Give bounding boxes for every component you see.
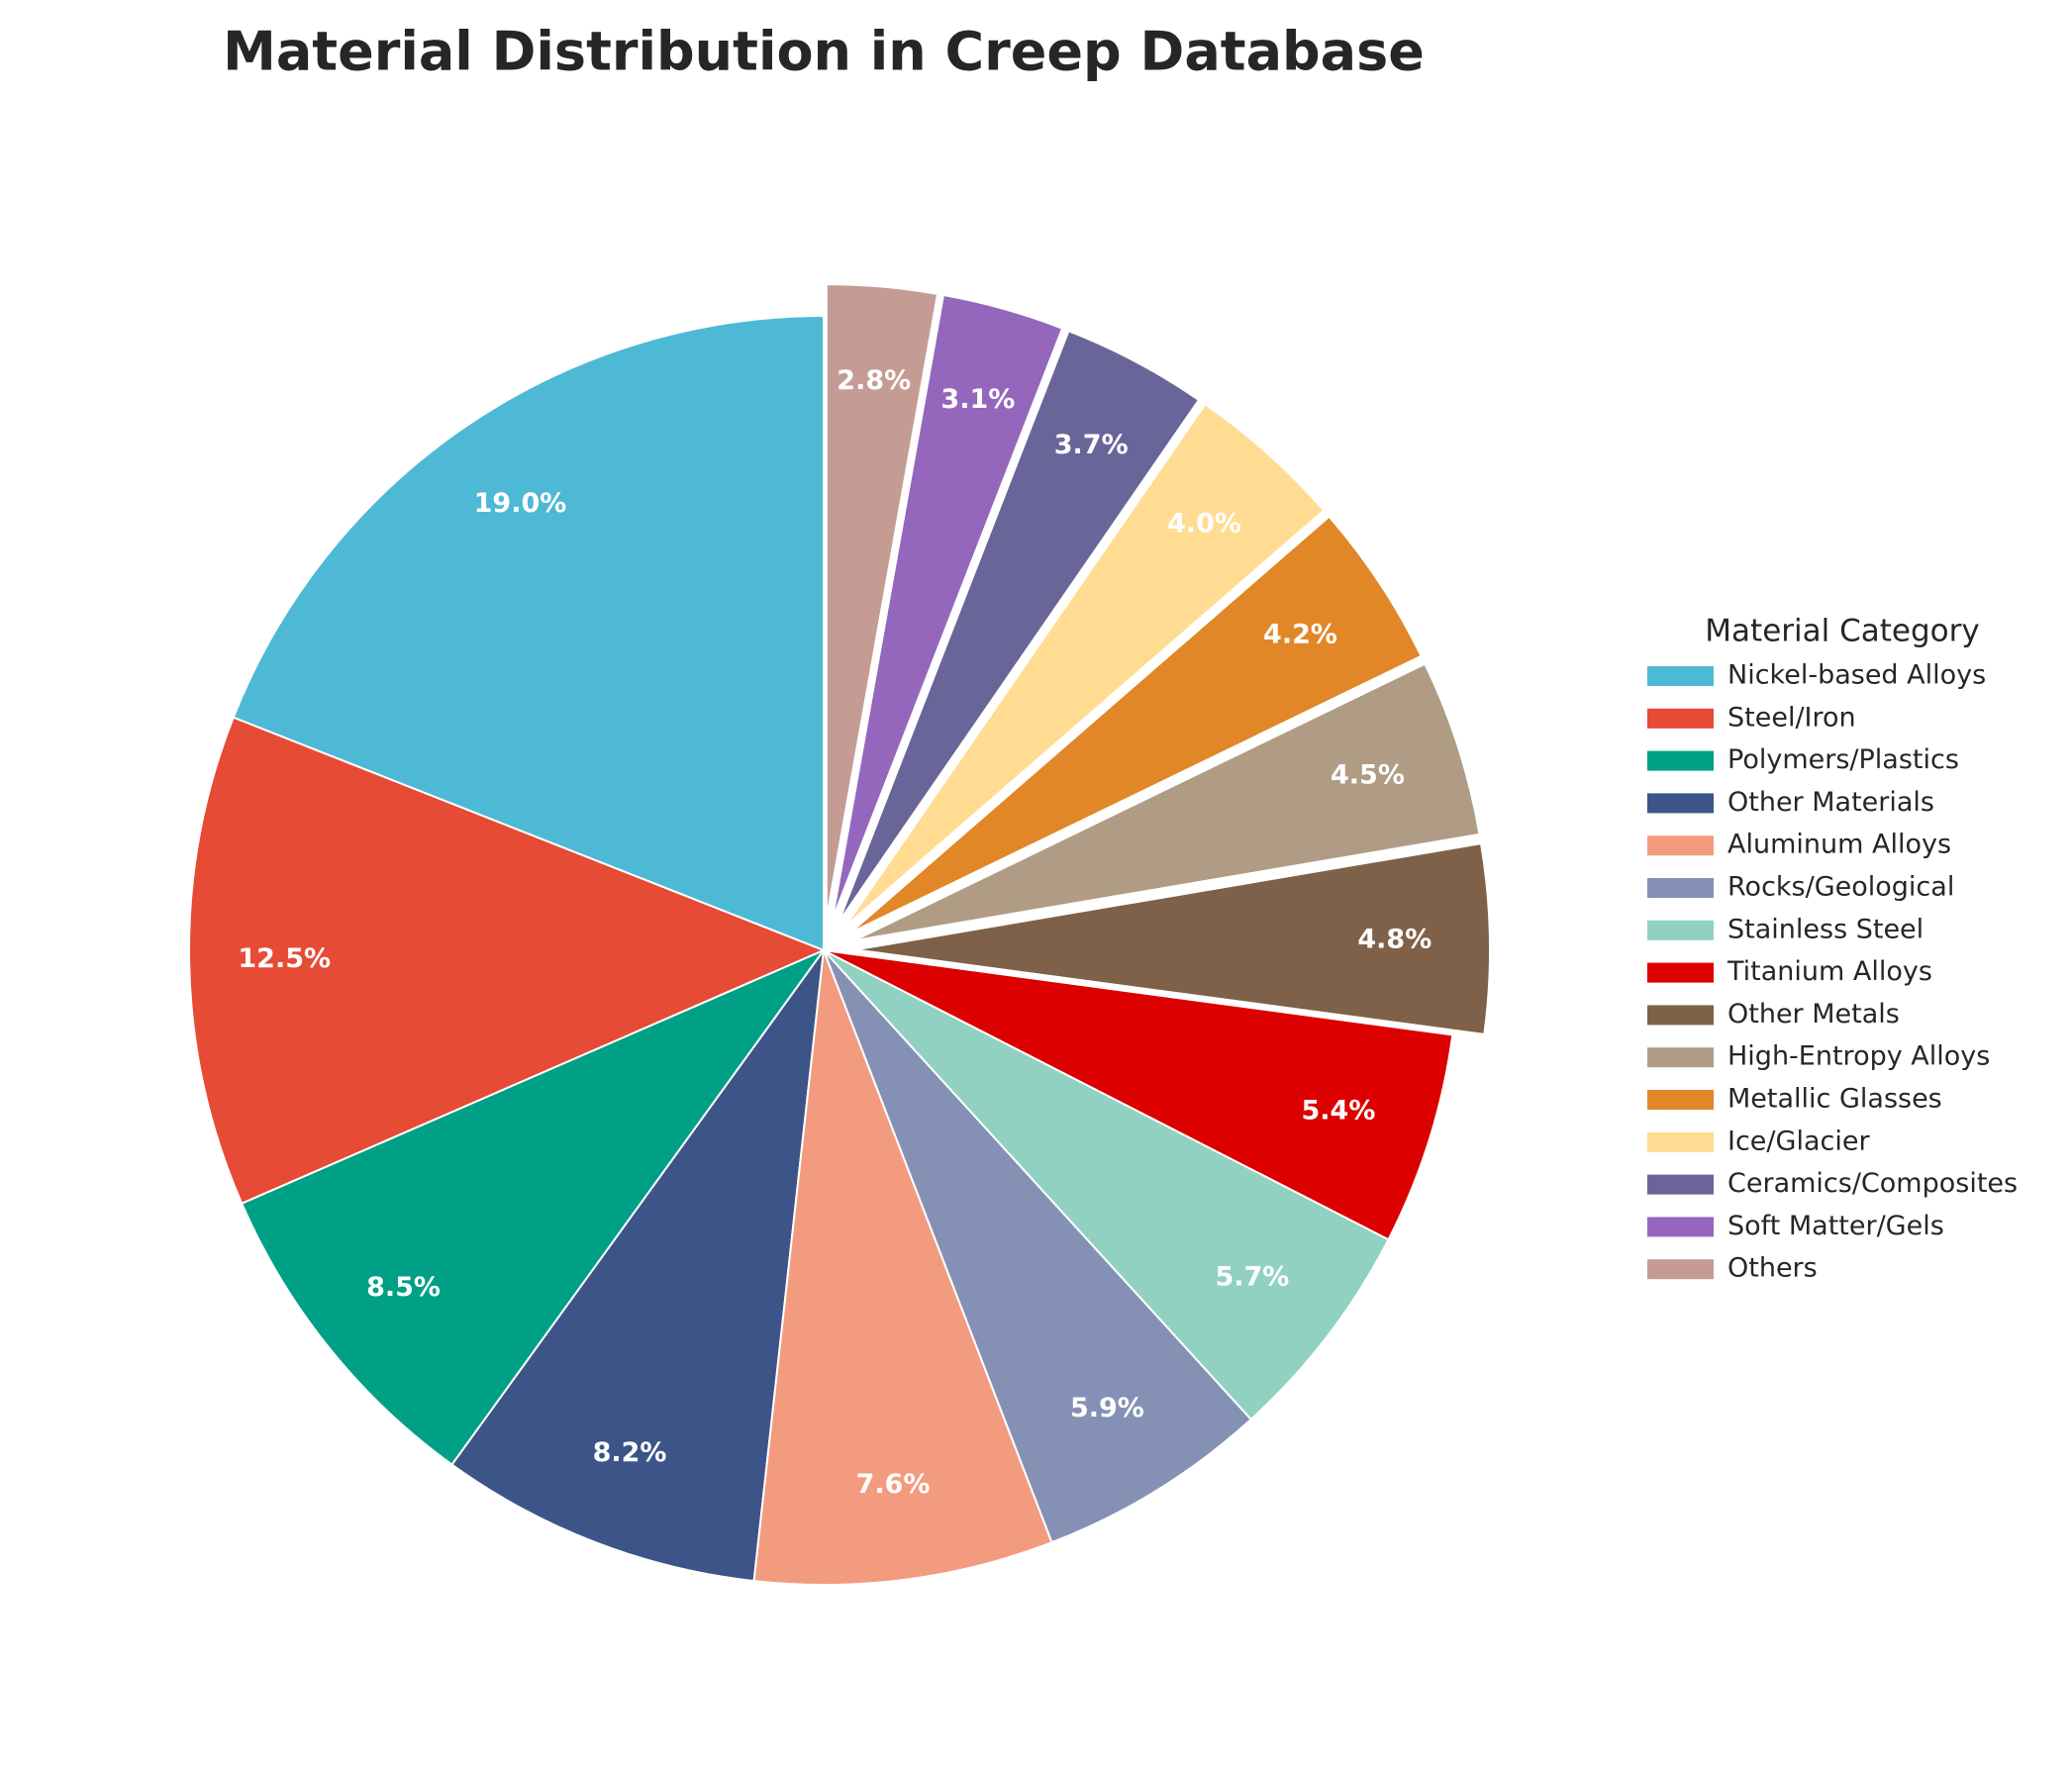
legend-label: Other Materials xyxy=(1727,787,1934,818)
pie-slice xyxy=(752,949,1053,1586)
slice-label: 5.7% xyxy=(1215,1261,1289,1292)
slice-label: 8.5% xyxy=(366,1272,441,1303)
legend-label: Aluminum Alloys xyxy=(1727,830,1951,860)
legend-label: Titanium Alloys xyxy=(1727,956,1932,987)
pie-slice xyxy=(843,403,1326,928)
legend-label: Polymers/Plastics xyxy=(1727,744,1959,775)
legend-swatch xyxy=(1647,1131,1714,1152)
slice-label: 4.8% xyxy=(1357,925,1431,955)
slice-label: 8.2% xyxy=(593,1437,667,1468)
pie-slice xyxy=(450,946,826,1583)
slice-label: 5.4% xyxy=(1302,1095,1376,1126)
pie-slice xyxy=(854,841,1491,1035)
legend-label: Metallic Glasses xyxy=(1727,1084,1942,1115)
slice-label: 7.6% xyxy=(856,1469,931,1500)
legend-swatch xyxy=(1647,708,1714,729)
legend-label: Rocks/Geological xyxy=(1727,872,1954,903)
slice-label: 3.1% xyxy=(940,384,1015,415)
pie-slice xyxy=(823,949,1253,1544)
slice-label: 5.9% xyxy=(1070,1393,1144,1423)
slice-label: 3.7% xyxy=(1054,430,1129,460)
legend-title: Material Category xyxy=(1705,614,1979,649)
legend-swatch xyxy=(1647,750,1714,771)
pie-slice xyxy=(849,515,1423,934)
legend-swatch xyxy=(1647,878,1714,898)
slice-label: 4.0% xyxy=(1167,508,1241,539)
legend-swatch xyxy=(1647,835,1714,856)
pie-slice xyxy=(823,949,1390,1422)
legend-label: Ceramics/Composites xyxy=(1727,1168,2018,1199)
legend-label: Stainless Steel xyxy=(1727,914,1924,944)
pie-slice xyxy=(853,662,1481,942)
pie-slice xyxy=(825,283,939,920)
legend-label: High-Entropy Alloys xyxy=(1727,1041,1990,1072)
slice-label: 12.5% xyxy=(238,943,331,974)
pie-slice xyxy=(188,716,827,1206)
legend-label: Soft Matter/Gels xyxy=(1727,1211,1944,1241)
legend-swatch xyxy=(1647,666,1714,686)
pie-slice xyxy=(838,330,1201,924)
pie-slice xyxy=(831,293,1064,921)
legend-swatch xyxy=(1647,1174,1714,1195)
pie-slice xyxy=(240,947,827,1466)
slice-label: 4.5% xyxy=(1331,760,1405,791)
legend-swatch xyxy=(1647,1259,1714,1280)
legend-label: Others xyxy=(1727,1253,1818,1284)
slice-label: 4.2% xyxy=(1263,620,1337,650)
legend-swatch xyxy=(1647,1090,1714,1110)
legend-swatch xyxy=(1647,1047,1714,1068)
legend-swatch xyxy=(1647,962,1714,983)
legend-swatch xyxy=(1647,1217,1714,1237)
legend-swatch xyxy=(1647,793,1714,814)
legend-label: Ice/Glacier xyxy=(1727,1126,1870,1156)
slice-label: 2.8% xyxy=(837,365,911,396)
legend-label: Steel/Iron xyxy=(1727,702,1856,733)
pie-slice xyxy=(232,314,825,952)
pie-slice xyxy=(823,949,1454,1241)
legend-swatch xyxy=(1647,920,1714,940)
legend-swatch xyxy=(1647,1005,1714,1026)
chart-title: Material Distribution in Creep Database xyxy=(223,21,1425,83)
slice-label: 19.0% xyxy=(474,488,567,519)
legend-label: Nickel-based Alloys xyxy=(1727,660,1986,691)
legend-label: Other Metals xyxy=(1727,999,1900,1030)
